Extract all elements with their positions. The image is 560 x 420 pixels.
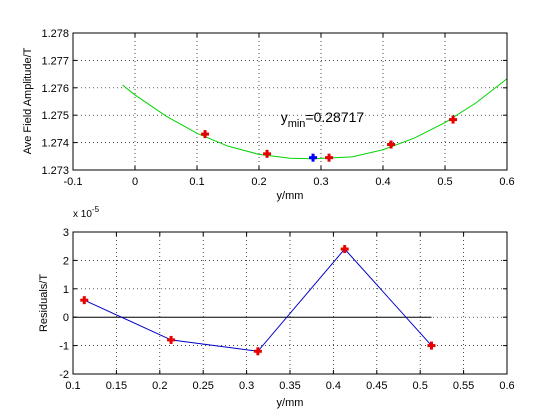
measured-point xyxy=(387,140,396,149)
bottom-xtick-label: 0.25 xyxy=(192,380,213,392)
bottom-xtick-label: 0.5 xyxy=(413,380,428,392)
top-ylabel: Ave Field Amplitude/T xyxy=(22,47,34,154)
bottom-ylabel: Residuals/T xyxy=(38,274,50,332)
measured-point xyxy=(201,130,210,139)
top-annotation-base: y xyxy=(281,109,288,125)
top-min-annotation: ymin=0.28717 xyxy=(281,109,365,130)
bottom-xtick-label: 0.45 xyxy=(366,380,387,392)
bottom-ytick-label: 3 xyxy=(63,227,69,239)
bottom-xtick-label: 0.3 xyxy=(239,380,254,392)
bottom-xtick-label: 0.35 xyxy=(279,380,300,392)
bottom-exponent-power: -5 xyxy=(92,205,100,214)
bottom-xtick-label: 0.55 xyxy=(453,380,474,392)
bottom-ytick-label: -1 xyxy=(59,341,69,353)
measured-point xyxy=(325,153,334,162)
top-annotation-subscript: min xyxy=(288,118,306,130)
bottom-plot-area xyxy=(73,232,507,374)
top-series xyxy=(122,78,508,162)
residual-point xyxy=(340,245,349,254)
top-plot: -0.1 0 0.1 0.2 0.3 0.4 0.5 0.6 1.273 1.274 1.275 1.… xyxy=(22,28,515,202)
bottom-xtick-label: 0.15 xyxy=(106,380,127,392)
top-ytick-label: 1.278 xyxy=(41,28,69,40)
residual-point xyxy=(253,347,262,356)
top-xtick-label: 0.4 xyxy=(375,176,390,188)
top-plot-area xyxy=(73,33,507,170)
top-xtick-label: 0.6 xyxy=(499,176,514,188)
measured-point xyxy=(449,115,458,124)
bottom-series xyxy=(73,245,436,356)
top-xtick-label: 0.3 xyxy=(313,176,328,188)
minimum-point xyxy=(309,153,318,162)
bottom-ytick-label: 2 xyxy=(63,255,69,267)
top-xtick-label: 0.2 xyxy=(251,176,266,188)
top-plot-frame xyxy=(72,32,508,171)
bottom-ytick-label: 0 xyxy=(63,312,69,324)
residual-point xyxy=(427,341,436,350)
top-xlabel: y/mm xyxy=(277,190,304,202)
bottom-exponent: x 10-5 xyxy=(73,205,100,220)
top-ytick-label: 1.277 xyxy=(41,55,69,67)
bottom-ytick-label: -2 xyxy=(59,369,69,381)
bottom-plot: 0.1 0.15 0.2 0.25 0.3 0.35 0.4 0.45 0.5 0.55 0.6 -2… xyxy=(38,205,515,409)
top-ticks: -0.1 0 0.1 0.2 0.3 0.4 0.5 0.6 1.273 1.274 1.275 1.… xyxy=(41,28,514,188)
top-ytick-label: 1.276 xyxy=(41,83,69,95)
bottom-xtick-label: 0.6 xyxy=(499,380,514,392)
top-xtick-label: 0 xyxy=(132,176,138,188)
fit-curve xyxy=(122,78,508,160)
top-ytick-label: 1.275 xyxy=(41,110,69,122)
top-annotation-value: =0.28717 xyxy=(305,109,364,125)
top-grid xyxy=(73,33,507,170)
bottom-xtick-label: 0.4 xyxy=(326,380,341,392)
bottom-ytick-label: 1 xyxy=(63,284,69,296)
top-ytick-label: 1.274 xyxy=(41,138,69,150)
bottom-xtick-label: 0.1 xyxy=(65,380,80,392)
residual-point xyxy=(80,296,89,305)
bottom-xlabel: y/mm xyxy=(277,397,304,409)
bottom-ticks: 0.1 0.15 0.2 0.25 0.3 0.35 0.4 0.45 0.5 0.55 0.6 -2… xyxy=(59,227,514,392)
bottom-xtick-label: 0.2 xyxy=(152,380,167,392)
top-xtick-label: 0.5 xyxy=(437,176,452,188)
bottom-exponent-base: x 10 xyxy=(73,209,92,220)
residual-point xyxy=(167,335,176,344)
top-xtick-label: 0.1 xyxy=(189,176,204,188)
measured-point xyxy=(263,149,272,158)
top-ytick-label: 1.273 xyxy=(41,165,69,177)
top-xtick-label: -0.1 xyxy=(64,176,83,188)
